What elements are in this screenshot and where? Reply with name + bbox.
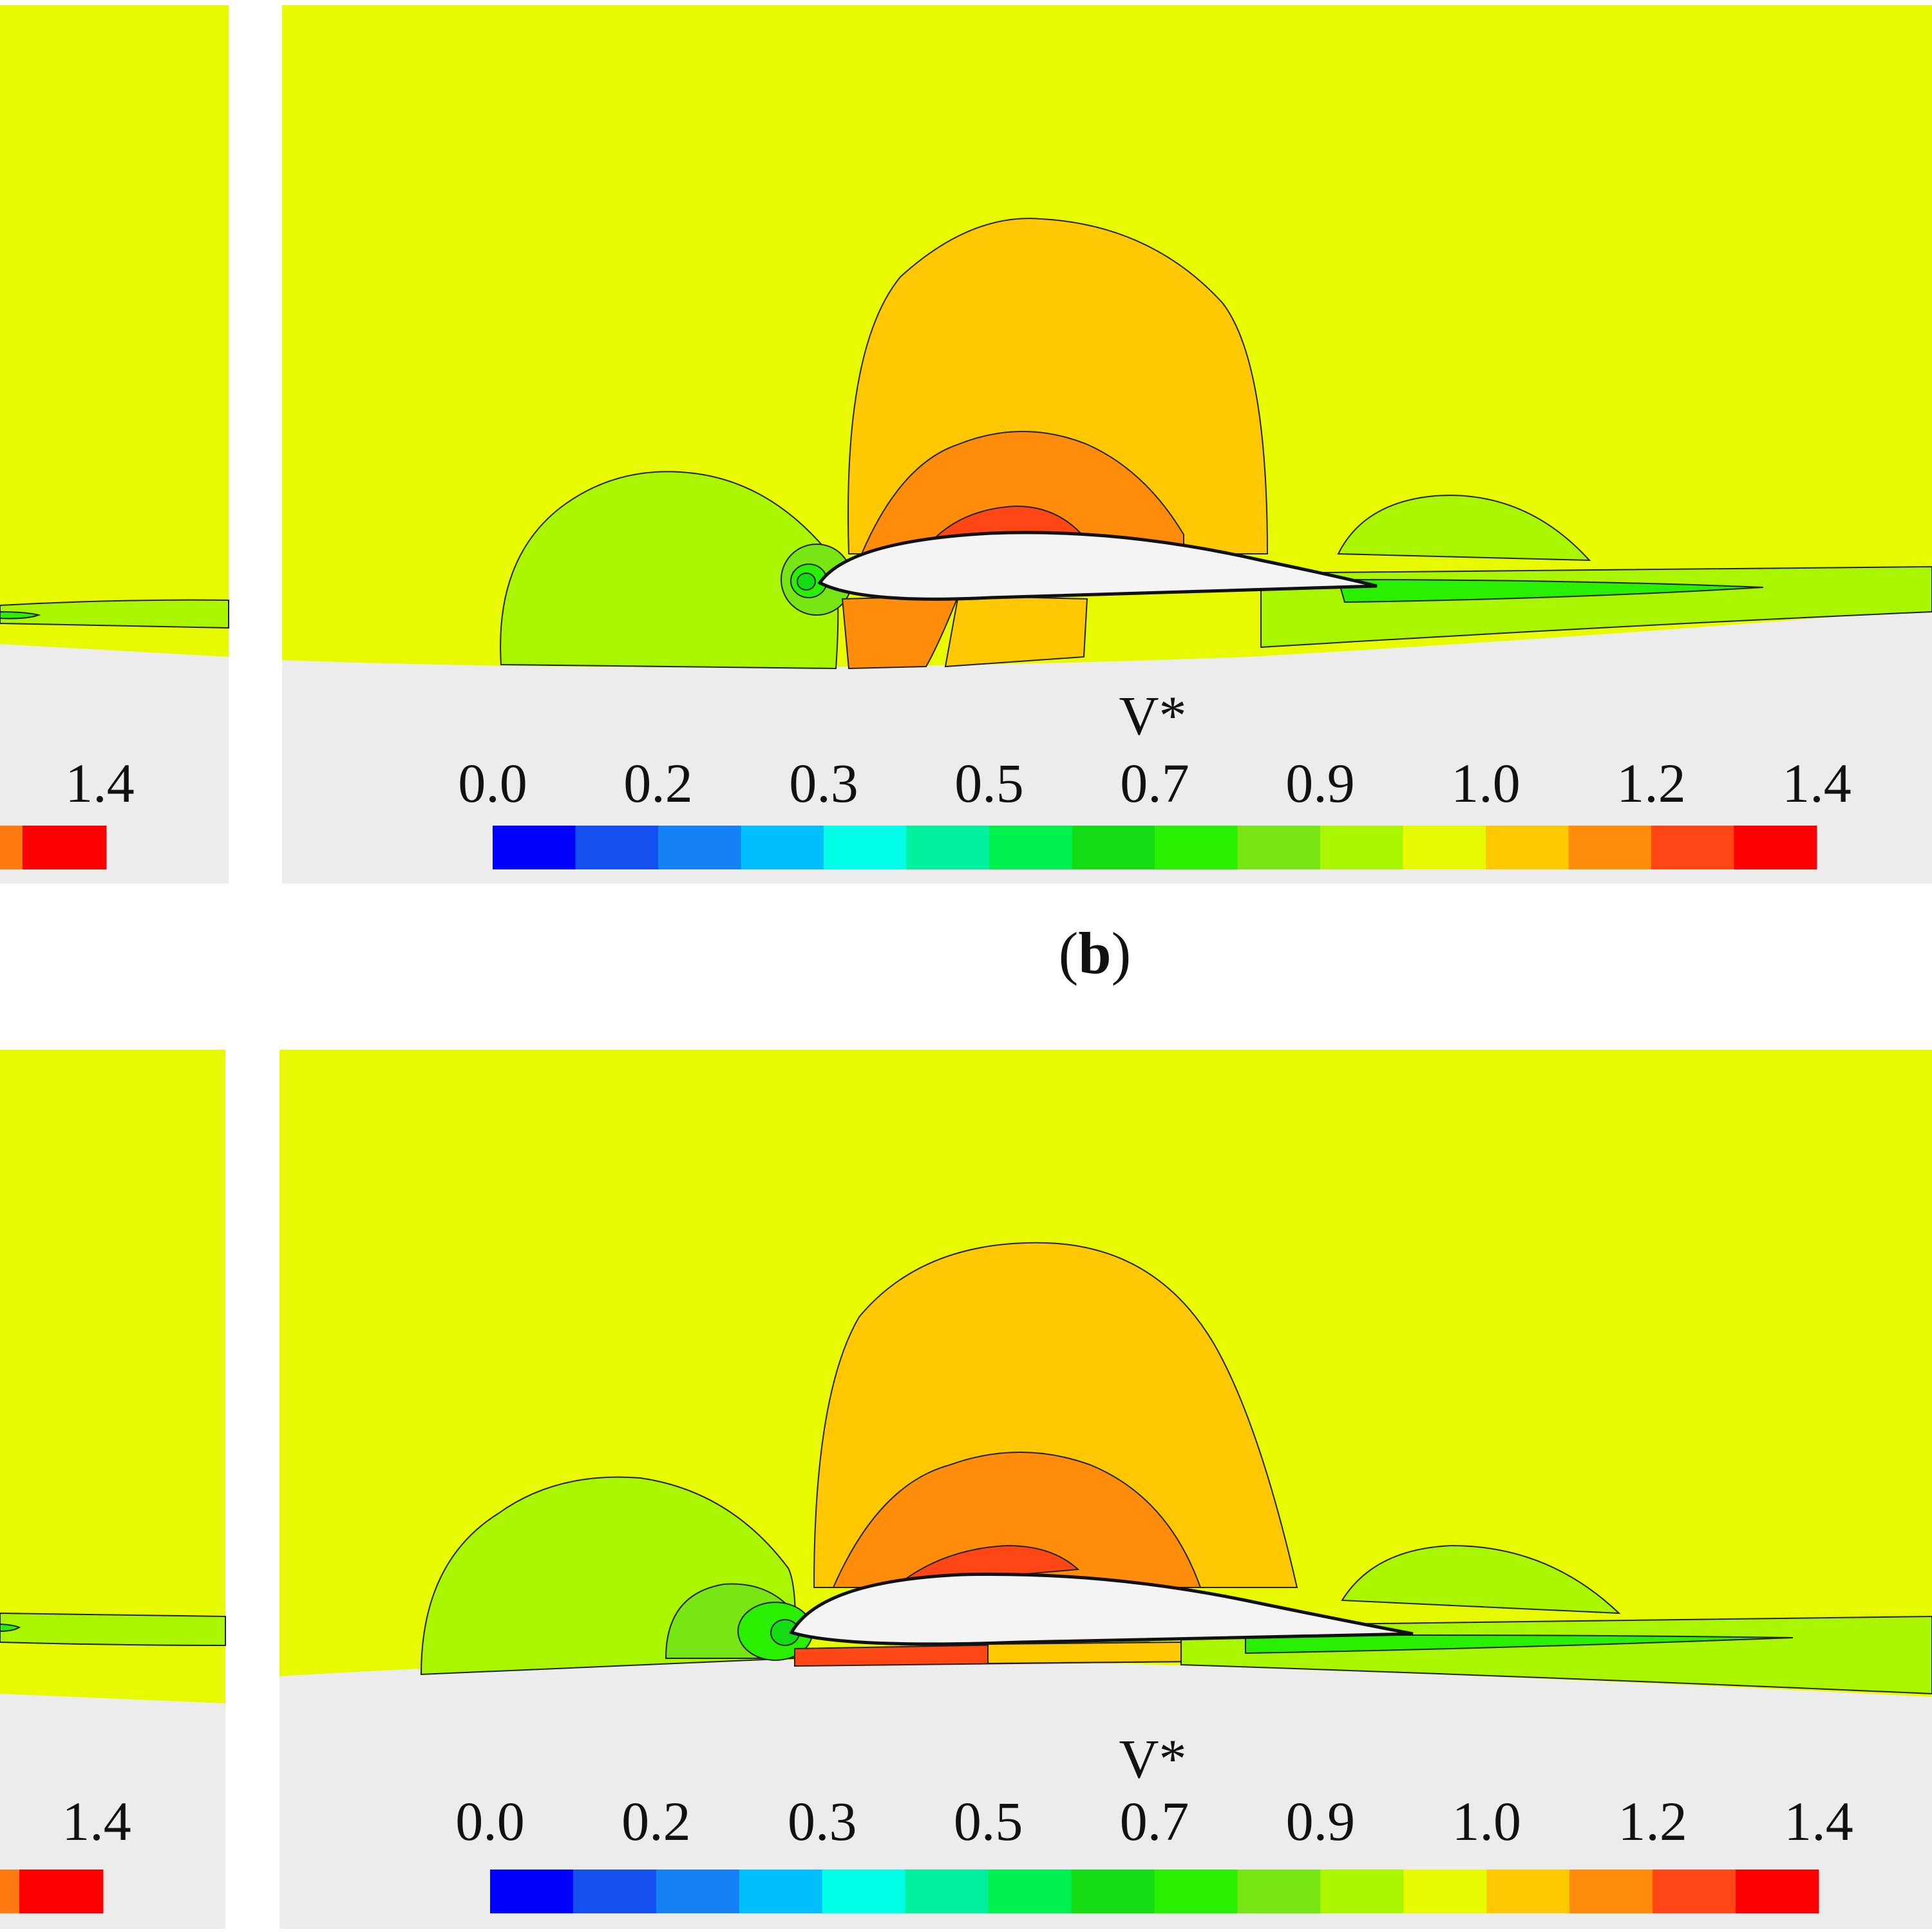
colorbar-tick-label: 0.3	[788, 1790, 857, 1852]
colorbar-segment	[1154, 1870, 1238, 1913]
contour-lobe-1.2	[860, 431, 1184, 554]
colorbar-tick-label: 0.0	[458, 752, 527, 814]
colorbar-tick-label: 0.9	[1285, 752, 1355, 814]
colorbar-segment	[0, 826, 23, 869]
colorbar-tick-label: 1.4	[1784, 1790, 1853, 1852]
downstream-dome	[1341, 1544, 1621, 1615]
colorbar-segment	[989, 826, 1072, 869]
colorbar-tick-label: 1.2	[1618, 1790, 1687, 1852]
freestream-region	[0, 5, 229, 657]
colorbar-segment	[1653, 1870, 1736, 1913]
figure-caption: (b)	[966, 914, 1224, 992]
colorbar-tick-label: 1.0	[1451, 752, 1520, 814]
colorbar-tick-label: 1.4	[65, 752, 135, 814]
colorbar-segment	[1486, 826, 1569, 869]
colorbar	[0, 826, 107, 869]
colorbar-tick-label: 0.2	[621, 1790, 691, 1852]
colorbar-segment	[824, 826, 907, 869]
lower-pocket-2	[944, 594, 1088, 668]
left-bottom-panel: 1.4	[0, 1050, 226, 1929]
colorbar-segment	[1237, 1870, 1321, 1913]
colorbar-segment	[1237, 826, 1321, 869]
colorbar-tick-label: 0.2	[623, 752, 693, 814]
colorbar-tick-label: 1.4	[1782, 752, 1852, 814]
downstream-dome	[1337, 495, 1591, 562]
colorbar-segment	[575, 826, 659, 869]
airfoil	[789, 1573, 1414, 1646]
colorbar-segment	[1403, 826, 1486, 869]
colorbar-segment	[23, 826, 107, 869]
colorbar-tick-labels: 0.0 0.2 0.3 0.5 0.7 0.9 1.0 1.2 1.4	[458, 752, 1852, 814]
colorbar-segment	[1486, 1870, 1570, 1913]
right-top-panel: V* 0.0 0.2 0.3 0.5 0.7 0.9 1.0 1.2 1.4	[282, 5, 1932, 884]
colorbar-segment	[490, 1870, 574, 1913]
colorbar-segment	[19, 1870, 104, 1913]
freestream-region	[0, 1050, 225, 1703]
colorbar-tick-label: 0.5	[954, 752, 1024, 814]
ground-region	[0, 644, 229, 884]
colorbar-title: V*	[1119, 685, 1186, 746]
ground-region	[282, 609, 1932, 884]
colorbar-tick-label: 0.0	[455, 1790, 525, 1852]
colorbar-title: V*	[1119, 1728, 1186, 1790]
underbody-strip-2	[987, 1641, 1195, 1665]
colorbar-segment	[1403, 1870, 1487, 1913]
colorbar-segment	[1071, 1870, 1155, 1913]
wake-contour	[0, 1612, 226, 1647]
colorbar	[490, 1870, 1819, 1913]
caption-close: )	[1111, 920, 1132, 986]
lower-pocket	[841, 594, 960, 670]
colorbar-tick-label: 0.7	[1120, 752, 1189, 814]
colorbar-tick-label: 0.5	[954, 1790, 1023, 1852]
colorbar-segment	[988, 1870, 1072, 1913]
colorbar-segment	[1072, 826, 1155, 869]
colorbar-segment	[905, 1870, 989, 1913]
colorbar-segment	[1736, 1870, 1819, 1913]
colorbar-segment	[0, 1870, 20, 1913]
colorbar-segment	[1320, 826, 1403, 869]
colorbar-segment	[1155, 826, 1238, 869]
colorbar-segment	[493, 826, 576, 869]
wake-core-contour	[1337, 578, 1764, 603]
colorbar-segment	[1320, 1870, 1404, 1913]
colorbar-segment	[573, 1870, 657, 1913]
wake-core-contour	[0, 1623, 21, 1633]
colorbar-segment	[1569, 1870, 1653, 1913]
airfoil	[817, 531, 1378, 601]
colorbar-tick-label: 0.7	[1120, 1790, 1189, 1852]
stagnation-ring	[797, 573, 816, 591]
contour-lobe-1.2	[832, 1452, 1202, 1588]
wake-core-contour	[0, 611, 41, 620]
left-top-panel: 1.4	[0, 5, 229, 884]
colorbar-tick-label: 0.3	[789, 752, 858, 814]
colorbar-segment	[658, 826, 741, 869]
colorbar-tick-label: 1.4	[62, 1790, 131, 1852]
colorbar-tick-label: 1.2	[1616, 752, 1686, 814]
right-bottom-panel: V* 0.0 0.2 0.3 0.5 0.7 0.9 1.0 1.2 1.4	[279, 1050, 1932, 1929]
colorbar-segment	[1568, 826, 1652, 869]
caption-letter: b	[1078, 920, 1112, 986]
ground-region	[279, 1660, 1932, 1929]
colorbar	[493, 826, 1817, 869]
colorbar-tick-labels: 0.0 0.2 0.3 0.5 0.7 0.9 1.0 1.2 1.4	[455, 1790, 1853, 1852]
caption-open: (	[1058, 920, 1079, 986]
colorbar-segment	[1734, 826, 1817, 869]
wake-core-contour	[1245, 1634, 1794, 1654]
colorbar-segment	[741, 826, 824, 869]
colorbar	[0, 1870, 104, 1913]
colorbar-segment	[656, 1870, 740, 1913]
wake-contour	[0, 599, 229, 629]
colorbar-tick-label: 1.0	[1452, 1790, 1522, 1852]
colorbar-tick-label: 0.9	[1286, 1790, 1356, 1852]
colorbar-segment	[822, 1870, 906, 1913]
colorbar-segment	[739, 1870, 823, 1913]
colorbar-segment	[1651, 826, 1734, 869]
colorbar-segment	[906, 826, 990, 869]
